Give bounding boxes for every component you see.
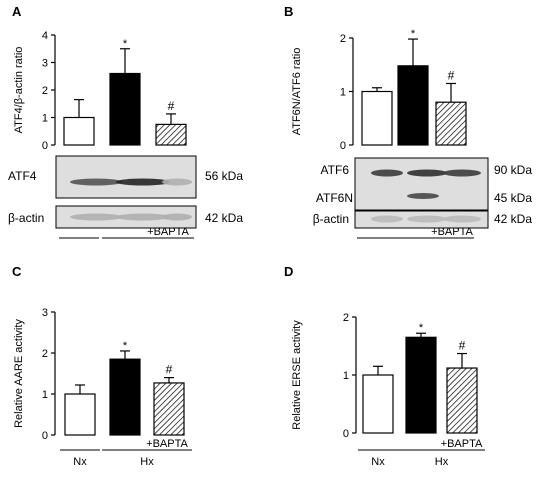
y-tick-label: 1 — [343, 370, 349, 382]
blot-label: ATF4 — [8, 169, 37, 183]
blot-kda: 42 kDa — [205, 211, 243, 225]
panel-b-figure: 0 1 2 ATF6N/ATF6 ratio * # ATF6 90 kDa ATF6N 45 k… — [291, 28, 532, 245]
y-tick-label: 0 — [340, 140, 346, 152]
blot-image — [55, 155, 197, 199]
blot-band — [162, 178, 192, 186]
blot-band — [116, 178, 170, 186]
blot-band — [371, 215, 403, 223]
significance-mark: # — [166, 363, 173, 377]
panel-letter: C — [12, 264, 22, 279]
blot-kda: 42 kDa — [494, 212, 532, 226]
panel-a-figure: 0 1 2 3 4 ATF4/β-actin ratio * # ATF4 56 kDa β-act… — [8, 30, 243, 245]
y-tick-label: 2 — [340, 33, 346, 45]
y-tick-label: 1 — [340, 87, 346, 99]
blot-band — [371, 169, 403, 177]
y-tick-label: 0 — [42, 430, 48, 442]
blot-kda: 56 kDa — [205, 169, 243, 183]
group-label-hx: Hx — [141, 244, 155, 245]
panel-letter: A — [12, 4, 22, 19]
group-label-nx: Nx — [72, 244, 86, 245]
significance-mark: # — [168, 99, 175, 113]
blot-band — [116, 213, 170, 221]
bar — [362, 374, 394, 434]
blot-band — [162, 213, 192, 221]
y-tick-label: 2 — [42, 85, 48, 97]
bar — [446, 367, 478, 434]
group-label-nx: Nx — [73, 456, 87, 468]
y-axis-label: ATF6N/ATF6 ratio — [291, 48, 303, 136]
blot-band — [407, 215, 447, 223]
treatment-label: +BAPTA — [431, 226, 473, 238]
panel-c: C 0 1 2 3 Relative AARE activity * # +BAPTA Nx Hx — [0, 260, 270, 482]
significance-mark: # — [448, 68, 455, 82]
bar — [109, 358, 141, 436]
bar — [63, 116, 95, 146]
group-label-nx: Nx — [370, 244, 384, 245]
bar — [64, 393, 96, 436]
y-tick-label: 4 — [42, 30, 48, 42]
treatment-label: +BAPTA — [441, 438, 483, 450]
bar — [155, 123, 187, 146]
y-tick-label: 3 — [42, 307, 48, 319]
y-axis-label: Relative ERSE activity — [291, 320, 303, 430]
group-label-hx: Hx — [425, 244, 439, 245]
bar — [435, 101, 467, 146]
significance-mark: # — [459, 339, 466, 353]
bar — [405, 336, 437, 434]
panel-d: D 0 1 2 Relative ERSE activity * # +BAPTA Nx Hx — [280, 260, 550, 482]
y-tick-label: 3 — [42, 58, 48, 70]
significance-mark: * — [123, 340, 128, 352]
panel-letter: B — [284, 4, 294, 19]
panel-letter: D — [284, 264, 294, 279]
y-tick-label: 0 — [343, 428, 349, 440]
blot-label: ATF6N — [316, 191, 353, 205]
panel-d-figure: 0 1 2 Relative ERSE activity * # +BAPTA Nx Hx — [291, 312, 485, 468]
y-axis-label: Relative AARE activity — [13, 319, 25, 428]
blot-image — [354, 157, 489, 211]
blot-band — [443, 215, 481, 223]
bar — [109, 72, 141, 146]
blot-kda: 45 kDa — [494, 191, 532, 205]
group-label-nx: Nx — [371, 456, 385, 468]
panel-c-figure: 0 1 2 3 Relative AARE activity * # +BAPTA Nx Hx — [13, 307, 192, 468]
blot-band — [443, 169, 481, 177]
group-label-hx: Hx — [435, 456, 449, 468]
y-tick-label: 2 — [343, 312, 349, 324]
treatment-label: +BAPTA — [146, 438, 188, 450]
y-tick-label: 2 — [42, 348, 48, 360]
bar — [397, 65, 429, 146]
panel-b: B 0 1 2 ATF6N/ATF6 ratio * # ATF6 90 kDa ATF6N 45… — [280, 0, 550, 245]
blot-kda: 90 kDa — [494, 163, 532, 177]
blot-label: β-actin — [8, 211, 44, 225]
bar — [361, 90, 393, 146]
blot-band — [407, 169, 447, 177]
blot-band — [70, 178, 122, 186]
y-tick-label: 1 — [42, 113, 48, 125]
bar — [153, 382, 185, 436]
treatment-label: +BAPTA — [147, 226, 189, 238]
group-label-hx: Hx — [140, 456, 154, 468]
y-tick-label: 1 — [42, 389, 48, 401]
blot-label: ATF6 — [321, 163, 350, 177]
y-tick-label: 0 — [42, 140, 48, 152]
significance-mark: * — [123, 38, 128, 50]
significance-mark: * — [419, 322, 424, 334]
blot-label: β-actin — [313, 212, 349, 226]
y-axis-label: ATF4/β-actin ratio — [13, 47, 25, 134]
panel-a: A 0 1 2 3 4 ATF4/β-actin ratio * # ATF4 56 kDa β-a… — [0, 0, 270, 245]
significance-mark: * — [411, 28, 416, 40]
blot-band — [70, 213, 122, 221]
blot-band — [407, 193, 439, 199]
